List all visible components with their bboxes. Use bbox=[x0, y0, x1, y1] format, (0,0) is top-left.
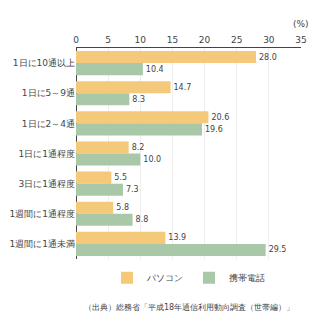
svg-text:1日に2～4通: 1日に2～4通 bbox=[22, 119, 75, 129]
svg-text:(%): (%) bbox=[293, 19, 309, 29]
svg-text:5.5: 5.5 bbox=[114, 173, 127, 182]
svg-text:パソコン: パソコン bbox=[146, 273, 183, 283]
svg-text:8.2: 8.2 bbox=[132, 143, 145, 152]
svg-text:35: 35 bbox=[295, 35, 306, 45]
svg-text:15: 15 bbox=[167, 35, 178, 45]
svg-text:8.8: 8.8 bbox=[136, 215, 149, 224]
svg-text:1日に1通程度: 1日に1通程度 bbox=[19, 149, 75, 159]
svg-text:25: 25 bbox=[231, 35, 242, 45]
svg-text:8.3: 8.3 bbox=[132, 95, 145, 104]
svg-text:1週間に1通程度: 1週間に1通程度 bbox=[10, 209, 75, 219]
svg-text:5: 5 bbox=[105, 35, 111, 45]
svg-text:（出典）総務省「平成18年通信利用動向調査（世帯編）」: （出典）総務省「平成18年通信利用動向調査（世帯編）」 bbox=[84, 303, 294, 312]
svg-text:7.3: 7.3 bbox=[126, 185, 139, 194]
svg-text:19.6: 19.6 bbox=[205, 125, 223, 134]
svg-text:10.0: 10.0 bbox=[143, 155, 161, 164]
svg-text:1日に10通以上: 1日に10通以上 bbox=[13, 58, 75, 68]
svg-text:1週間に1通未満: 1週間に1通未満 bbox=[10, 239, 75, 249]
svg-text:28.0: 28.0 bbox=[259, 53, 277, 62]
svg-text:20: 20 bbox=[199, 35, 211, 45]
svg-text:30: 30 bbox=[263, 35, 275, 45]
svg-text:携帯電話: 携帯電話 bbox=[229, 273, 265, 283]
svg-text:10.4: 10.4 bbox=[146, 65, 164, 74]
svg-text:29.5: 29.5 bbox=[269, 245, 287, 254]
svg-text:5.8: 5.8 bbox=[116, 203, 129, 212]
svg-text:20.6: 20.6 bbox=[211, 113, 229, 122]
svg-text:14.7: 14.7 bbox=[174, 83, 192, 92]
svg-text:13.9: 13.9 bbox=[168, 233, 186, 242]
svg-text:1日に5～9通: 1日に5～9通 bbox=[22, 88, 75, 98]
svg-text:10: 10 bbox=[135, 35, 147, 45]
svg-text:0: 0 bbox=[73, 35, 79, 45]
svg-text:3日に1通程度: 3日に1通程度 bbox=[19, 179, 75, 189]
